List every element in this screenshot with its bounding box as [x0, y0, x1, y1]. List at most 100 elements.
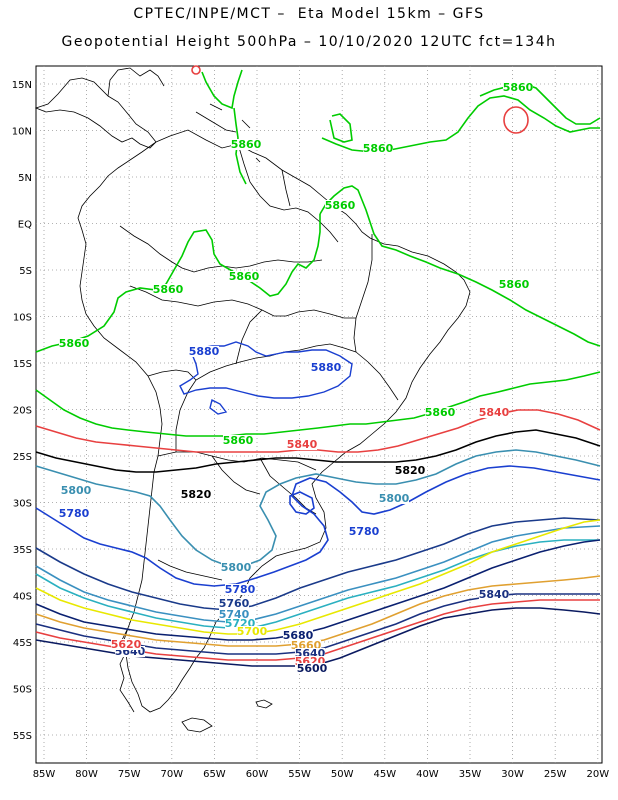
- lat-tick-label: 25S: [13, 452, 32, 463]
- contour-value-label: 5860: [231, 138, 262, 151]
- contour-5700: [35, 519, 601, 635]
- lon-tick-label: 20W: [586, 769, 609, 780]
- lat-tick-label: 55S: [13, 731, 32, 742]
- contour-value-label: 5700: [237, 625, 268, 638]
- lon-tick-label: 50W: [331, 769, 354, 780]
- lon-tick-label: 85W: [33, 769, 56, 780]
- contour-value-label: 5820: [181, 488, 212, 501]
- contour-5820: [35, 429, 601, 473]
- contour-value-label: 5860: [363, 142, 394, 155]
- contour-label-bg: [297, 663, 327, 674]
- contour-label-bg: [425, 407, 455, 418]
- contour-label-bg: [349, 526, 379, 537]
- contour-value-label: 5860: [499, 278, 530, 291]
- lat-tick-label: 40S: [13, 592, 32, 603]
- contour-value-label: 5860: [229, 270, 260, 283]
- lat-tick-label: 20S: [13, 406, 32, 417]
- chart-title-line-2: Geopotential Height 500hPa – 10/10/2020 …: [61, 34, 557, 50]
- lon-tick-label: 80W: [75, 769, 98, 780]
- contour-value-label: 5740: [219, 608, 250, 621]
- contour-label-bg: [225, 584, 255, 595]
- contour-value-label: 5800: [379, 492, 410, 505]
- contour-5660: [35, 575, 601, 647]
- contour-label-bg: [221, 562, 251, 573]
- contour-label-bg: [153, 284, 183, 295]
- chart-title-line-1: CPTEC/INPE/MCT – Eta Model 15km – GFS: [133, 6, 485, 22]
- contour-label-bg: [291, 640, 321, 651]
- contour-label-bg: [219, 609, 249, 620]
- contour-label-bg: [295, 656, 325, 667]
- contour-value-label: 5840: [479, 588, 510, 601]
- contour-value-label: 5840: [287, 438, 318, 451]
- contour-value-labels: 5860 5860 5860 5860 5860 5860 5860 5860 5860 5860…: [59, 81, 534, 675]
- contour-label-bg: [479, 589, 509, 600]
- contour-label-bg: [287, 439, 317, 450]
- lon-tick-label: 70W: [160, 769, 183, 780]
- contour-label-bg: [219, 598, 249, 609]
- contour-label-bg: [225, 618, 255, 629]
- lon-tick-label: 30W: [501, 769, 524, 780]
- lat-tick-label: 5S: [19, 266, 32, 277]
- lon-tick-label: 35W: [459, 769, 482, 780]
- lat-tick-label: 35S: [13, 545, 32, 556]
- contour-value-label: 5860: [59, 337, 90, 350]
- contour-label-bg: [503, 82, 533, 93]
- contour-value-label: 5840: [479, 406, 510, 419]
- contour-value-label: 5780: [349, 525, 380, 538]
- contour-5860-west: [35, 214, 321, 353]
- contour-5680: [35, 539, 601, 641]
- country-borders: [119, 143, 399, 581]
- contour-value-label: 5820: [395, 464, 426, 477]
- contour-5880-high-north: [191, 65, 201, 75]
- contour-label-bg: [283, 630, 313, 641]
- lat-tick-label: 50S: [13, 685, 32, 696]
- caribbean-islands: [195, 103, 261, 163]
- contour-label-bg: [181, 489, 211, 500]
- contour-value-label: 5860: [223, 434, 254, 447]
- contour-value-label: 5780: [225, 583, 256, 596]
- central-america-coast-2: [107, 67, 165, 97]
- contour-label-bg: [295, 648, 325, 659]
- lat-tick-label: EQ: [18, 220, 32, 231]
- contour-value-label: 5760: [219, 597, 250, 610]
- contour-5860-south: [35, 371, 601, 437]
- lat-tick-label: 5N: [18, 173, 32, 184]
- lat-tick-label: 45S: [13, 638, 32, 649]
- lat-tick-label: 10S: [13, 313, 32, 324]
- contour-label-bg: [311, 362, 341, 373]
- contour-5760: [35, 517, 601, 611]
- lon-tick-label: 45W: [373, 769, 396, 780]
- lat-tick-label: 15N: [12, 80, 32, 91]
- lon-tick-label: 75W: [118, 769, 141, 780]
- contour-label-bg: [115, 646, 145, 657]
- contour-5860-mid: [319, 185, 601, 347]
- contour-value-label: 5600: [297, 662, 328, 675]
- contour-value-label: 5860: [153, 283, 184, 296]
- falkland-islands: [255, 699, 273, 709]
- contour-label-bg: [499, 279, 529, 290]
- contour-value-label: 5800: [221, 561, 252, 574]
- contour-label-bg: [229, 271, 259, 282]
- latitude-labels: 15N 10N 5N EQ 5S 10S 15S 20S 25S 30S 35S 40S 45S 50S 5…: [12, 80, 32, 742]
- contour-5800: [35, 449, 601, 567]
- contour-5880-high-atlantic: [503, 106, 529, 134]
- contour-label-bg: [223, 435, 253, 446]
- longitude-labels: 85W 80W 75W 70W 65W 60W 55W 50W 45W 40W 35W 30W 25W 2…: [33, 769, 610, 780]
- contour-value-label: 5860: [503, 81, 534, 94]
- contour-label-bg: [189, 346, 219, 357]
- contour-label-bg: [61, 485, 91, 496]
- lon-tick-label: 55W: [288, 769, 311, 780]
- lon-tick-label: 65W: [203, 769, 226, 780]
- contour-label-bg: [231, 139, 261, 150]
- contour-5780: [35, 465, 601, 587]
- lat-tick-label: 15S: [13, 359, 32, 370]
- contour-5740: [35, 525, 601, 623]
- contour-value-label: 5880: [311, 361, 342, 374]
- lat-tick-label: 10N: [12, 127, 32, 138]
- contour-label-bg: [479, 407, 509, 418]
- contour-value-label: 5860: [325, 199, 356, 212]
- contour-label-bg: [59, 338, 89, 349]
- contour-value-label: 5680: [283, 629, 314, 642]
- contour-label-bg: [395, 465, 425, 476]
